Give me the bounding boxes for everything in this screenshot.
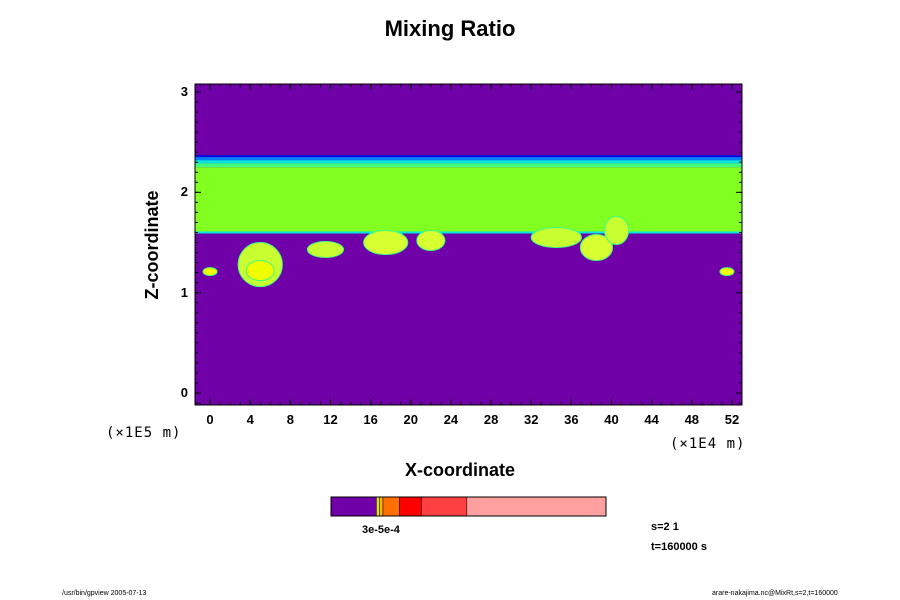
x-tick-label: 4 [246, 412, 254, 427]
x-tick-label: 36 [564, 412, 579, 427]
legend-info-s: s=2 1 [651, 521, 679, 533]
layer-band [195, 155, 742, 158]
x-tick-label: 32 [523, 412, 539, 427]
colorbar-segment [379, 496, 384, 517]
convective-cell [306, 240, 345, 259]
convective-cell [719, 267, 735, 277]
tick-marks [195, 84, 743, 405]
y-tick-label: 2 [180, 184, 188, 200]
x-tick-label: 48 [684, 412, 700, 427]
layer-band [195, 163, 742, 168]
colorbar-segment [466, 496, 607, 517]
y-tick-label: 0 [180, 384, 188, 400]
field-background [195, 84, 742, 405]
x-tick-label: 28 [483, 412, 499, 427]
colorbar-frame [330, 496, 607, 517]
x-tick-label: 44 [644, 412, 659, 427]
x-tick-label: 52 [724, 412, 740, 427]
colorbar-segment [421, 496, 468, 517]
x-tick-label: 8 [286, 412, 294, 427]
mixing-ratio-field [195, 84, 742, 405]
colorbar-segment [382, 496, 400, 517]
footer-right: arare-nakajima.nc@MixRt,s=2,t=160000 [712, 590, 838, 597]
colorbar-segment [376, 496, 380, 517]
layer-base-band [195, 231, 742, 234]
colorbar-segment [330, 496, 377, 517]
convective-cell [579, 233, 614, 262]
plot-frame [194, 83, 743, 406]
x-tick-label: 20 [403, 412, 419, 427]
convective-cell [416, 229, 446, 252]
x-axis-title: X-coordinate [405, 460, 516, 480]
convective-cell [245, 260, 275, 282]
x-tick-label: 12 [323, 412, 338, 427]
convective-cell [603, 215, 630, 246]
footer-left: /usr/bin/gpview 2005-07-13 [62, 590, 147, 597]
chart-title: Mixing Ratio [384, 16, 516, 41]
x-tick-label: 0 [206, 412, 214, 427]
convective-cell [530, 226, 582, 249]
y-tick-label: 3 [180, 84, 188, 100]
colorbar-label: 3e-5e-4 [362, 524, 400, 536]
y-axis-title: Z-coordinate [142, 190, 162, 300]
colorbar-segment [399, 496, 422, 517]
y-scale-note: (×1E5 m) [106, 425, 182, 441]
convective-cell [202, 267, 218, 277]
x-tick-label: 24 [443, 412, 459, 427]
x-tick-label: 16 [363, 412, 378, 427]
x-scale-note: (×1E4 m) [670, 436, 746, 452]
layer-band [195, 157, 742, 161]
y-tick-label: 1 [180, 284, 188, 300]
legend-info-t: t=160000 s [651, 541, 707, 553]
layer-band [195, 160, 742, 164]
colorbar [330, 496, 607, 517]
layer-band [195, 167, 742, 234]
convective-cell [363, 229, 409, 256]
x-tick-label: 40 [604, 412, 619, 427]
